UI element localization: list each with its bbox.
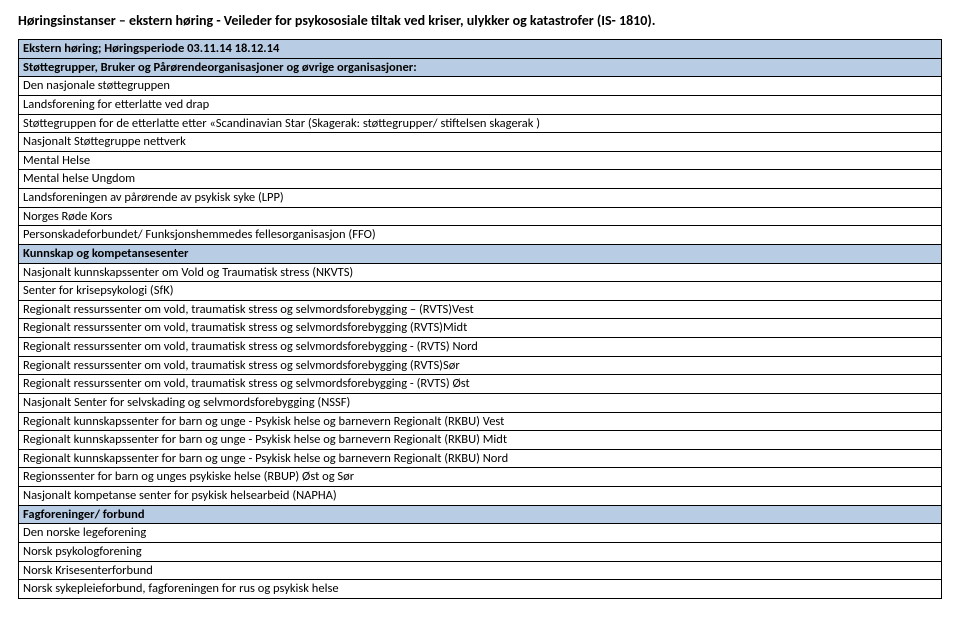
- table-row: Nasjonalt Senter for selvskading og selv…: [19, 393, 942, 412]
- table-row: Regionalt ressurssenter om vold, traumat…: [19, 300, 942, 319]
- section-heading-row: Kunnskap og kompetansesenter: [19, 244, 942, 263]
- table-row: Landsforening for etterlatte ved drap: [19, 95, 942, 114]
- table-row: Regionalt ressurssenter om vold, traumat…: [19, 375, 942, 394]
- table-row: Den nasjonale støttegruppen: [19, 77, 942, 96]
- table-cell: Støttegruppen for de etterlatte etter «S…: [19, 114, 942, 133]
- table-cell: Norsk sykepleieforbund, fagforeningen fo…: [19, 580, 942, 599]
- table-cell: Nasjonalt kompetanse senter for psykisk …: [19, 487, 942, 506]
- table-row: Personskadeforbundet/ Funksjonshemmedes …: [19, 226, 942, 245]
- table-cell: Den norske legeforening: [19, 524, 942, 543]
- table-cell: Norges Røde Kors: [19, 207, 942, 226]
- table-cell: Regionalt ressurssenter om vold, traumat…: [19, 375, 942, 394]
- table-cell: Regionalt kunnskapssenter for barn og un…: [19, 431, 942, 450]
- table-row: Landsforeningen av pårørende av psykisk …: [19, 189, 942, 208]
- table-cell: Norsk Krisesenterforbund: [19, 561, 942, 580]
- table-row: Regionalt ressurssenter om vold, traumat…: [19, 319, 942, 338]
- table-row: Norsk sykepleieforbund, fagforeningen fo…: [19, 580, 942, 599]
- table-row: Mental helse Ungdom: [19, 170, 942, 189]
- table-cell: Nasjonalt kunnskapssenter om Vold og Tra…: [19, 263, 942, 282]
- table-cell: Mental Helse: [19, 151, 942, 170]
- table-row: Regionalt ressurssenter om vold, traumat…: [19, 356, 942, 375]
- table-cell: Den nasjonale støttegruppen: [19, 77, 942, 96]
- table-row: Norges Røde Kors: [19, 207, 942, 226]
- section-heading-cell: Kunnskap og kompetansesenter: [19, 244, 942, 263]
- section-heading-cell: Støttegrupper, Bruker og Pårørendeorgani…: [19, 58, 942, 77]
- table-cell: Regionalt kunnskapssenter for barn og un…: [19, 449, 942, 468]
- table-cell: Nasjonalt Støttegruppe nettverk: [19, 133, 942, 152]
- page-title: Høringsinstanser – ekstern høring - Veil…: [18, 12, 942, 29]
- table-cell: Mental helse Ungdom: [19, 170, 942, 189]
- table-cell: Landsforening for etterlatte ved drap: [19, 95, 942, 114]
- table-cell: Personskadeforbundet/ Funksjonshemmedes …: [19, 226, 942, 245]
- table-row: Mental Helse: [19, 151, 942, 170]
- table-row: Støttegruppen for de etterlatte etter «S…: [19, 114, 942, 133]
- table-cell: Regionssenter for barn og unges psykiske…: [19, 468, 942, 487]
- table-cell: Regionalt ressurssenter om vold, traumat…: [19, 319, 942, 338]
- table-cell: Regionalt kunnskapssenter for barn og un…: [19, 412, 942, 431]
- table-cell: Norsk psykologforening: [19, 542, 942, 561]
- table-row: Regionalt ressurssenter om vold, traumat…: [19, 338, 942, 357]
- table-row: Nasjonalt kompetanse senter for psykisk …: [19, 487, 942, 506]
- section-heading-cell: Fagforeninger/ forbund: [19, 505, 942, 524]
- table-row: Regionalt kunnskapssenter for barn og un…: [19, 449, 942, 468]
- table-row: Norsk psykologforening: [19, 542, 942, 561]
- period-header-cell: Ekstern høring; Høringsperiode 03.11.14 …: [19, 40, 942, 59]
- table-row: Nasjonalt Støttegruppe nettverk: [19, 133, 942, 152]
- table-cell: Regionalt ressurssenter om vold, traumat…: [19, 356, 942, 375]
- period-header-row: Ekstern høring; Høringsperiode 03.11.14 …: [19, 40, 942, 59]
- table-row: Norsk Krisesenterforbund: [19, 561, 942, 580]
- table-row: Regionalt kunnskapssenter for barn og un…: [19, 412, 942, 431]
- table-row: Senter for krisepsykologi (SfK): [19, 282, 942, 301]
- table-row: Regionalt kunnskapssenter for barn og un…: [19, 431, 942, 450]
- table-cell: Regionalt ressurssenter om vold, traumat…: [19, 300, 942, 319]
- table-cell: Regionalt ressurssenter om vold, traumat…: [19, 338, 942, 357]
- table-cell: Senter for krisepsykologi (SfK): [19, 282, 942, 301]
- section-heading-row: Fagforeninger/ forbund: [19, 505, 942, 524]
- document-table: Ekstern høring; Høringsperiode 03.11.14 …: [18, 39, 942, 599]
- table-row: Den norske legeforening: [19, 524, 942, 543]
- section-heading-row: Støttegrupper, Bruker og Pårørendeorgani…: [19, 58, 942, 77]
- table-row: Nasjonalt kunnskapssenter om Vold og Tra…: [19, 263, 942, 282]
- table-cell: Nasjonalt Senter for selvskading og selv…: [19, 393, 942, 412]
- table-cell: Landsforeningen av pårørende av psykisk …: [19, 189, 942, 208]
- table-row: Regionssenter for barn og unges psykiske…: [19, 468, 942, 487]
